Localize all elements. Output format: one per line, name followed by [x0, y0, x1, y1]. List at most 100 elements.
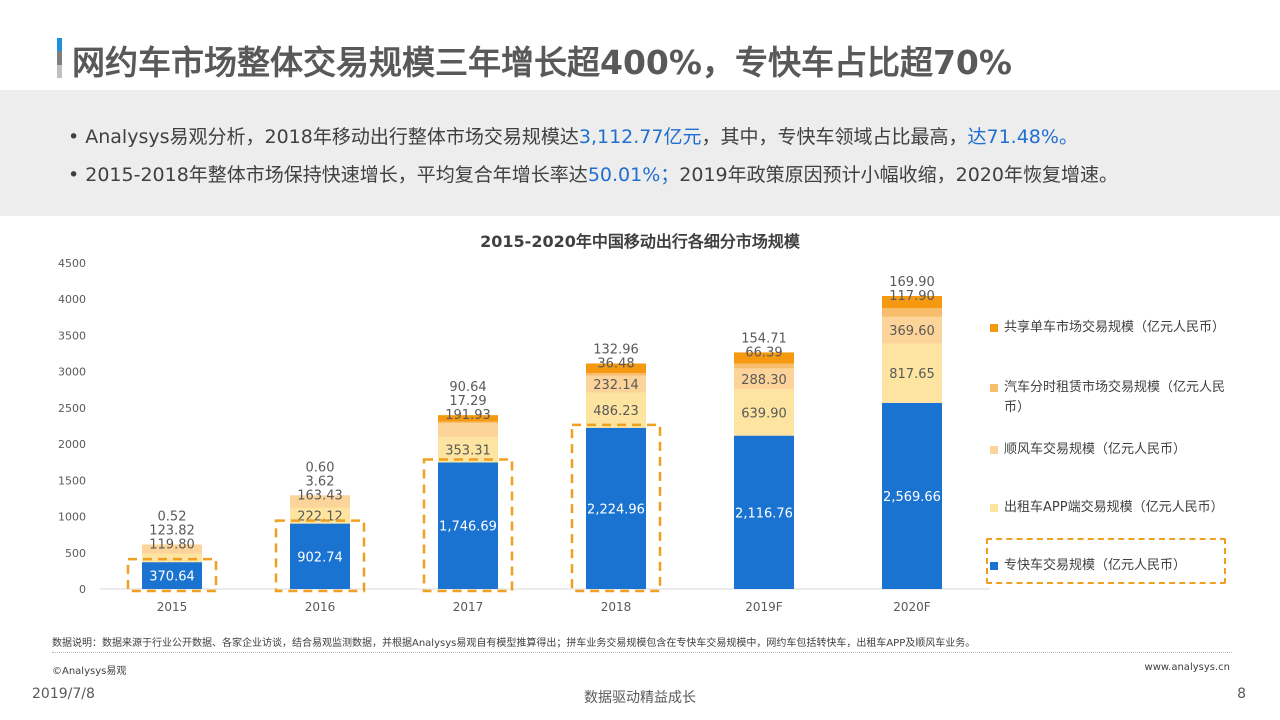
- bullet-text: • 2015-2018年整体市场保持快速增长，平均复合年增长率达: [68, 164, 588, 186]
- bullet-text: • Analysys易观分析，2018年移动出行整体市场交易规模达: [68, 126, 579, 148]
- data-label: 288.30: [741, 373, 787, 388]
- x-tick-label: 2019F: [745, 600, 783, 614]
- date: 2019/7/8: [32, 686, 95, 702]
- legend-item: 出租车APP端交易规模（亿元人民币）: [990, 498, 1224, 518]
- bar-segment: [438, 462, 498, 589]
- data-label: 2,224.96: [587, 502, 645, 517]
- bar-segment: [290, 523, 350, 589]
- data-label: 817.65: [889, 367, 935, 382]
- bar-segment: [882, 343, 942, 403]
- bar-segment: [882, 402, 942, 589]
- page-title: 网约车市场整体交易规模三年增长超400%，专快车占比超70%: [72, 43, 1012, 82]
- y-tick-label: 3000: [58, 366, 86, 379]
- x-tick-label: 2018: [601, 600, 632, 614]
- x-tick-label: 2020F: [893, 600, 931, 614]
- data-label: 154.71: [741, 331, 787, 346]
- bar-segment: [734, 435, 794, 589]
- legend-swatch: [990, 446, 998, 454]
- data-label: 163.43: [297, 488, 343, 503]
- slogan: 数据驱动精益成长: [584, 690, 696, 706]
- bar-segment: [734, 389, 794, 436]
- data-label: 232.14: [593, 378, 639, 393]
- legend-label: 出租车APP端交易规模（亿元人民币）: [1004, 500, 1224, 515]
- data-label: 132.96: [593, 342, 639, 357]
- x-tick-label: 2015: [157, 600, 188, 614]
- bullet-1: • Analysys易观分析，2018年移动出行整体市场交易规模达3,112.7…: [68, 122, 1078, 149]
- data-label: 117.90: [889, 289, 935, 304]
- y-tick-label: 4500: [58, 257, 86, 270]
- bar-segment: [586, 392, 646, 428]
- highlight-box: [570, 423, 662, 593]
- data-label: 369.60: [889, 324, 935, 339]
- bar-segment: [290, 495, 350, 508]
- bar-segment: [438, 422, 498, 437]
- legend-highlight-box: [986, 538, 1226, 584]
- data-label: 90.64: [449, 380, 486, 395]
- legend-item: 汽车分时租赁市场交易规模（亿元人民币）: [990, 378, 1230, 418]
- legend-label: 专快车交易规模（亿元人民币）: [1004, 558, 1187, 573]
- summary-band: [0, 90, 1280, 216]
- bullet-highlight: 50.01%；: [587, 164, 680, 186]
- bar-segment: [142, 544, 202, 554]
- bar-segment: [290, 507, 350, 524]
- legend-swatch: [990, 324, 998, 332]
- data-note: 数据说明：数据来源于行业公开数据、各家企业访谈，结合易观监测数据，并根据Anal…: [52, 638, 976, 649]
- bar-segment: [142, 562, 202, 589]
- legend-swatch: [990, 384, 998, 392]
- data-label: 902.74: [297, 550, 343, 565]
- legend-item: 共享单车市场交易规模（亿元人民币）: [990, 318, 1225, 338]
- bar-segment: [882, 316, 942, 344]
- website-link[interactable]: www.analysys.cn: [1144, 662, 1230, 673]
- y-tick-label: 1500: [58, 474, 86, 487]
- data-label: 119.80: [149, 537, 195, 552]
- y-tick-label: 0: [79, 583, 86, 596]
- legend-label: 汽车分时租赁市场交易规模（亿元人民币）: [1004, 380, 1226, 415]
- data-label: 17.29: [449, 394, 486, 409]
- x-tick-label: 2017: [453, 600, 484, 614]
- legend-swatch: [990, 504, 998, 512]
- bullet-2: • 2015-2018年整体市场保持快速增长，平均复合年增长率达50.01%；2…: [68, 160, 1118, 187]
- data-label: 191.93: [445, 408, 491, 423]
- y-tick-label: 2000: [58, 438, 86, 451]
- bar-segment: [438, 421, 498, 423]
- data-label: 123.82: [149, 523, 195, 538]
- data-label: 66.39: [745, 345, 782, 360]
- y-tick-label: 500: [65, 547, 86, 560]
- x-tick-label: 2016: [305, 600, 336, 614]
- data-label: 0.52: [158, 509, 187, 524]
- data-label: 0.60: [306, 460, 335, 475]
- bar-segment: [586, 363, 646, 374]
- data-label: 370.64: [149, 570, 195, 585]
- bullet-highlight: 3,112.77亿元: [578, 126, 702, 148]
- y-tick-label: 3500: [58, 329, 86, 342]
- legend-swatch: [990, 562, 998, 570]
- divider: [52, 652, 1232, 653]
- legend-item: 顺风车交易规模（亿元人民币）: [990, 440, 1186, 460]
- data-label: 2,116.76: [735, 506, 793, 521]
- bar-segment: [734, 368, 794, 390]
- bullet-text: 2019年政策原因预计小幅收缩，2020年恢复增速。: [679, 164, 1118, 186]
- bar-segment: [438, 415, 498, 422]
- bullet-highlight: 达71.48%。: [967, 126, 1078, 148]
- page-number: 8: [1237, 686, 1246, 702]
- data-label: 639.90: [741, 406, 787, 421]
- legend-label: 顺风车交易规模（亿元人民币）: [1004, 442, 1187, 457]
- bar-segment: [586, 373, 646, 376]
- y-tick-label: 2500: [58, 402, 86, 415]
- y-tick-label: 4000: [58, 293, 86, 306]
- data-label: 486.23: [593, 404, 639, 419]
- data-label: 3.62: [306, 474, 335, 489]
- highlight-box: [422, 458, 514, 593]
- data-label: 1,746.69: [439, 520, 497, 535]
- data-label: 2,569.66: [883, 490, 941, 505]
- title-marker: [57, 38, 62, 78]
- data-label: 353.31: [445, 444, 491, 459]
- chart-title: 2015-2020年中国移动出行各细分市场规模: [480, 232, 800, 251]
- bar-segment: [734, 363, 794, 369]
- bullet-text: ，其中，专快车领域占比最高，: [701, 126, 968, 148]
- bar-segment: [142, 553, 202, 563]
- bar-segment: [882, 295, 942, 309]
- data-label: 222.12: [297, 510, 343, 525]
- data-label: 169.90: [889, 275, 935, 290]
